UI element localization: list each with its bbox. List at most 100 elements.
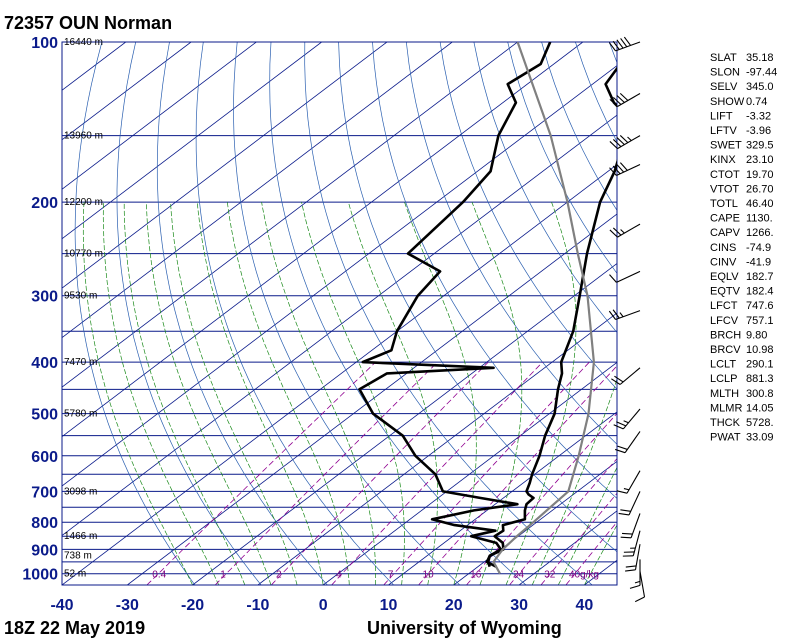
mixing-ratio-label: 10	[423, 570, 435, 581]
wind-barb	[611, 367, 641, 385]
moist-adiabat	[145, 202, 272, 585]
isotherm-line	[62, 42, 322, 240]
index-name: MLTH	[710, 388, 739, 400]
isotherm-line	[62, 164, 617, 585]
dry-adiabat	[745, 42, 800, 585]
mixing-ratio-line	[146, 361, 376, 585]
moist-adiabat	[261, 202, 376, 585]
parcel-trace	[492, 42, 595, 575]
mixing-ratio-labels: 0.4 1 2 4 7 10 16 24 32 40g/kg	[152, 570, 599, 581]
isotherm-line	[0, 42, 60, 585]
mixing-ratio-line	[509, 457, 617, 585]
moist-adiabat	[170, 202, 298, 585]
dry-adiabat	[439, 42, 617, 390]
wind-barbs	[608, 36, 646, 603]
mixing-ratio-line	[214, 361, 438, 585]
dry-adiabat	[507, 42, 617, 274]
index-value: 0.74	[746, 96, 767, 108]
wind-barb	[609, 135, 641, 150]
height-label: 7470 m	[64, 357, 97, 368]
index-name: BRCH	[710, 329, 741, 341]
height-labels: 16440 m 13960 m 12200 m 10770 m 9530 m 7470 m…	[64, 37, 103, 580]
temperature-trace	[486, 66, 617, 568]
pressure-tick-label: 900	[31, 542, 58, 559]
moist-adiabat	[505, 201, 577, 585]
dry-adiabat	[233, 42, 461, 585]
pressure-axis: 100 200 300 400 500 600 700 800 900 1000	[22, 35, 58, 584]
dry-adiabat	[269, 42, 527, 585]
index-name: SLAT	[710, 52, 737, 64]
index-name: VTOT	[710, 183, 739, 195]
pressure-tick-label: 500	[31, 407, 58, 424]
moist-adiabat	[557, 466, 617, 585]
index-value: 26.70	[746, 183, 774, 195]
dry-adiabat	[575, 42, 617, 143]
wind-barb	[629, 559, 641, 589]
mixing-ratio-label: 1	[220, 570, 226, 581]
index-name: CINS	[710, 242, 736, 254]
index-value: 345.0	[746, 81, 774, 93]
temperature-tick-label: 30	[510, 597, 528, 614]
pressure-tick-label: 300	[31, 289, 58, 306]
dry-adiabat	[74, 42, 196, 585]
temperature-tick-label: 10	[380, 597, 398, 614]
moist-adiabat	[226, 202, 350, 585]
height-label: 16440 m	[64, 37, 103, 48]
pressure-tick-label: 700	[31, 484, 58, 501]
wind-barb	[634, 571, 646, 603]
index-value: -3.32	[746, 110, 771, 122]
wind-barb	[609, 92, 641, 107]
dry-adiabat	[304, 42, 593, 585]
height-label: 13960 m	[64, 131, 103, 142]
moist-adiabat	[531, 377, 617, 585]
index-value: 1130.	[746, 213, 773, 225]
index-value: 182.7	[746, 271, 774, 283]
pressure-tick-label: 600	[31, 449, 58, 466]
dry-adiabat	[608, 42, 617, 64]
dry-adiabat	[643, 42, 800, 585]
mixing-ratio-line	[271, 361, 489, 585]
isotherm-line	[62, 42, 388, 289]
index-value: -97.44	[746, 67, 777, 79]
index-name: LFCV	[710, 315, 739, 327]
index-value: 1266.	[746, 227, 774, 239]
wind-barb	[625, 544, 641, 572]
isotherm-line	[62, 42, 584, 438]
mixing-ratio-line	[418, 365, 617, 585]
index-name: MLMR	[710, 402, 742, 414]
wind-barb	[615, 431, 641, 454]
index-value: 5728.	[746, 417, 774, 429]
index-name: THCK	[710, 417, 741, 429]
index-name: LFTV	[710, 125, 738, 137]
isotherm-line	[322, 361, 617, 585]
mixing-ratio-label: 4	[336, 570, 342, 581]
mixing-ratio-line	[565, 521, 617, 585]
pressure-tick-label: 800	[31, 515, 58, 532]
index-name: SELV	[710, 81, 738, 93]
index-value: 14.05	[746, 402, 774, 414]
index-name: SLON	[710, 67, 740, 79]
index-name: LFCT	[710, 300, 738, 312]
dry-adiabat	[778, 42, 800, 585]
index-name: LCLT	[710, 359, 736, 371]
mixing-ratio-label: 0.4	[152, 570, 166, 581]
pressure-tick-label: 400	[31, 355, 58, 372]
dry-adiabat	[405, 42, 617, 445]
grid-lines	[0, 42, 800, 585]
index-name: KINX	[710, 154, 736, 166]
mixing-ratio-label: 24	[513, 570, 525, 581]
index-name: EQTV	[710, 286, 741, 298]
moist-adiabat	[404, 201, 477, 585]
height-label: 9530 m	[64, 291, 97, 302]
isotherm-line	[453, 460, 617, 585]
temperature-tick-label: -10	[246, 597, 269, 614]
index-name: CAPE	[710, 213, 740, 225]
pressure-tick-label: 1000	[22, 567, 58, 584]
index-name: BRCV	[710, 344, 741, 356]
isotherm-line	[62, 42, 257, 190]
index-value: 23.10	[746, 154, 774, 166]
mixing-ratio-label: 40g/kg	[569, 570, 599, 581]
index-name: EQLV	[710, 271, 739, 283]
temperature-tick-label: -30	[116, 597, 139, 614]
